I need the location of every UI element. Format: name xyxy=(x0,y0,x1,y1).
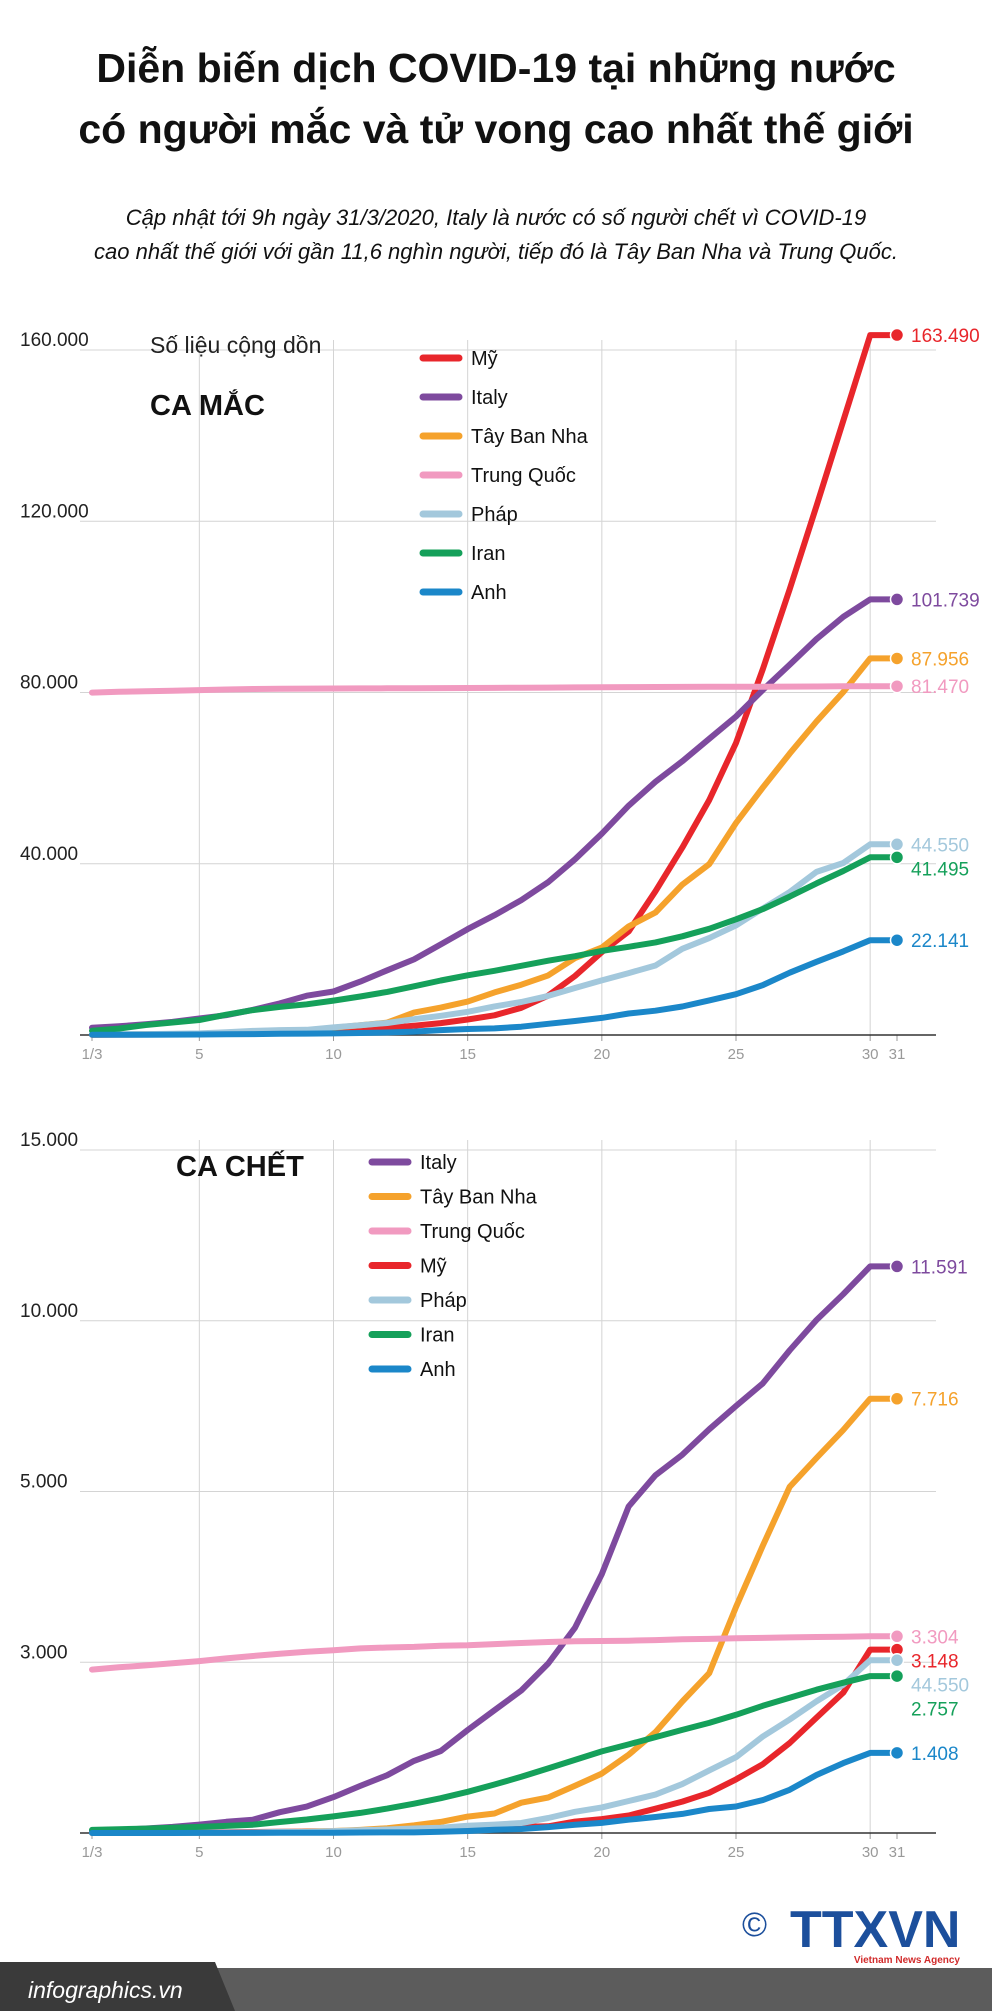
legend-label: Anh xyxy=(471,582,507,604)
x-tick-label: 30 xyxy=(862,1046,879,1063)
end-label: 7.716 xyxy=(911,1390,959,1411)
x-tick-label: 10 xyxy=(325,1844,342,1861)
x-tick-label: 1/3 xyxy=(82,1844,103,1861)
end-dot xyxy=(889,1745,905,1761)
chart-title: CA MẮC xyxy=(150,388,265,422)
end-label: 11.591 xyxy=(911,1257,968,1278)
series-line xyxy=(89,1673,900,1833)
legend-label: Trung Quốc xyxy=(420,1221,525,1243)
end-label: 3.304 xyxy=(911,1627,959,1648)
series-line xyxy=(89,1646,900,1836)
y-tick-label: 120.000 xyxy=(20,501,89,522)
end-label: 1.408 xyxy=(911,1744,959,1765)
copyright: © xyxy=(742,1906,767,1944)
footer-tab xyxy=(0,1962,235,2011)
series-line xyxy=(89,841,900,1038)
end-label: 81.470 xyxy=(911,677,969,698)
series-line xyxy=(89,1633,900,1673)
chart-note: Số liệu cộng dồn xyxy=(150,332,321,358)
x-tick-label: 20 xyxy=(593,1046,610,1063)
end-dot xyxy=(889,592,905,607)
legend-label: Iran xyxy=(471,543,505,565)
series-line xyxy=(89,937,900,1038)
x-tick-label: 5 xyxy=(195,1844,203,1861)
end-dot xyxy=(889,837,905,852)
legend-label: Tây Ban Nha xyxy=(471,426,589,448)
agency: Vietnam News Agency xyxy=(854,1955,961,1966)
end-label: 44.550 xyxy=(911,1675,969,1696)
x-tick-label: 5 xyxy=(195,1046,203,1063)
legend-label: Anh xyxy=(420,1359,456,1381)
y-tick-label: 160.000 xyxy=(20,330,89,351)
x-tick-label: 15 xyxy=(459,1046,476,1063)
end-dot xyxy=(889,1652,905,1668)
series-line xyxy=(89,683,900,696)
x-tick-label: 20 xyxy=(593,1844,610,1861)
legend-label: Italy xyxy=(420,1152,457,1174)
legend-label: Italy xyxy=(471,387,508,409)
y-tick-label: 5.000 xyxy=(20,1472,68,1493)
end-label: 44.550 xyxy=(911,835,969,856)
end-label: 2.757 xyxy=(911,1699,959,1720)
title-line: Diễn biến dịch COVID-19 tại những nước xyxy=(96,45,895,91)
legend-label: Tây Ban Nha xyxy=(420,1187,538,1209)
legend-label: Trung Quốc xyxy=(471,465,576,487)
subtitle-line: Cập nhật tới 9h ngày 31/3/2020, Italy là… xyxy=(126,205,866,230)
end-dot xyxy=(889,678,905,694)
legend-label: Pháp xyxy=(420,1290,467,1312)
chart-title: CA CHẾT xyxy=(176,1149,304,1183)
subtitle-line: cao nhất thế giới với gần 11,6 nghìn ngư… xyxy=(94,239,898,264)
end-label: 87.956 xyxy=(911,649,969,670)
y-tick-label: 15.000 xyxy=(20,1130,78,1151)
y-tick-label: 10.000 xyxy=(20,1301,78,1322)
brand-logo: TTXVN xyxy=(790,1901,960,1959)
end-dot xyxy=(889,1668,905,1684)
x-tick-label: 1/3 xyxy=(82,1046,103,1063)
title-line: có người mắc và tử vong cao nhất thế giớ… xyxy=(78,106,913,152)
footer-site: infographics.vn xyxy=(28,1977,183,2003)
end-dot xyxy=(889,1391,905,1406)
end-dot xyxy=(889,1259,905,1274)
end-label: 3.148 xyxy=(911,1651,959,1672)
chart: 40.000 80.000 120.000 160.000 1/3 5 10 15 20 25 30… xyxy=(20,326,980,1063)
x-tick-label: 31 xyxy=(889,1844,906,1861)
end-label: 101.739 xyxy=(911,590,980,611)
x-tick-label: 31 xyxy=(889,1046,906,1063)
x-tick-label: 25 xyxy=(728,1046,745,1063)
series-line xyxy=(89,1749,900,1836)
end-dot xyxy=(889,1629,905,1644)
end-dot xyxy=(889,651,905,666)
series-line xyxy=(89,854,900,1034)
end-label: 41.495 xyxy=(911,859,969,880)
legend-label: Iran xyxy=(420,1325,454,1347)
series-line xyxy=(89,596,900,1031)
end-dot xyxy=(889,327,905,343)
chart: 3.000 5.000 10.000 15.000 1/3 5 10 15 20 25 30 31 CA… xyxy=(20,1130,969,1861)
x-tick-label: 15 xyxy=(459,1844,476,1861)
legend-label: Mỹ xyxy=(420,1256,447,1278)
end-label: 163.490 xyxy=(911,326,980,347)
y-tick-label: 3.000 xyxy=(20,1642,68,1663)
series-line xyxy=(89,1395,900,1836)
x-tick-label: 25 xyxy=(728,1844,745,1861)
end-label: 22.141 xyxy=(911,931,969,952)
series-line xyxy=(89,1263,900,1835)
y-tick-label: 40.000 xyxy=(20,844,78,865)
legend-label: Pháp xyxy=(471,504,518,526)
y-tick-label: 80.000 xyxy=(20,673,78,694)
end-dot xyxy=(889,932,905,948)
end-dot xyxy=(889,850,905,865)
series-line xyxy=(89,1657,900,1836)
x-tick-label: 10 xyxy=(325,1046,342,1063)
legend-label: Mỹ xyxy=(471,348,498,370)
x-tick-label: 30 xyxy=(862,1844,879,1861)
